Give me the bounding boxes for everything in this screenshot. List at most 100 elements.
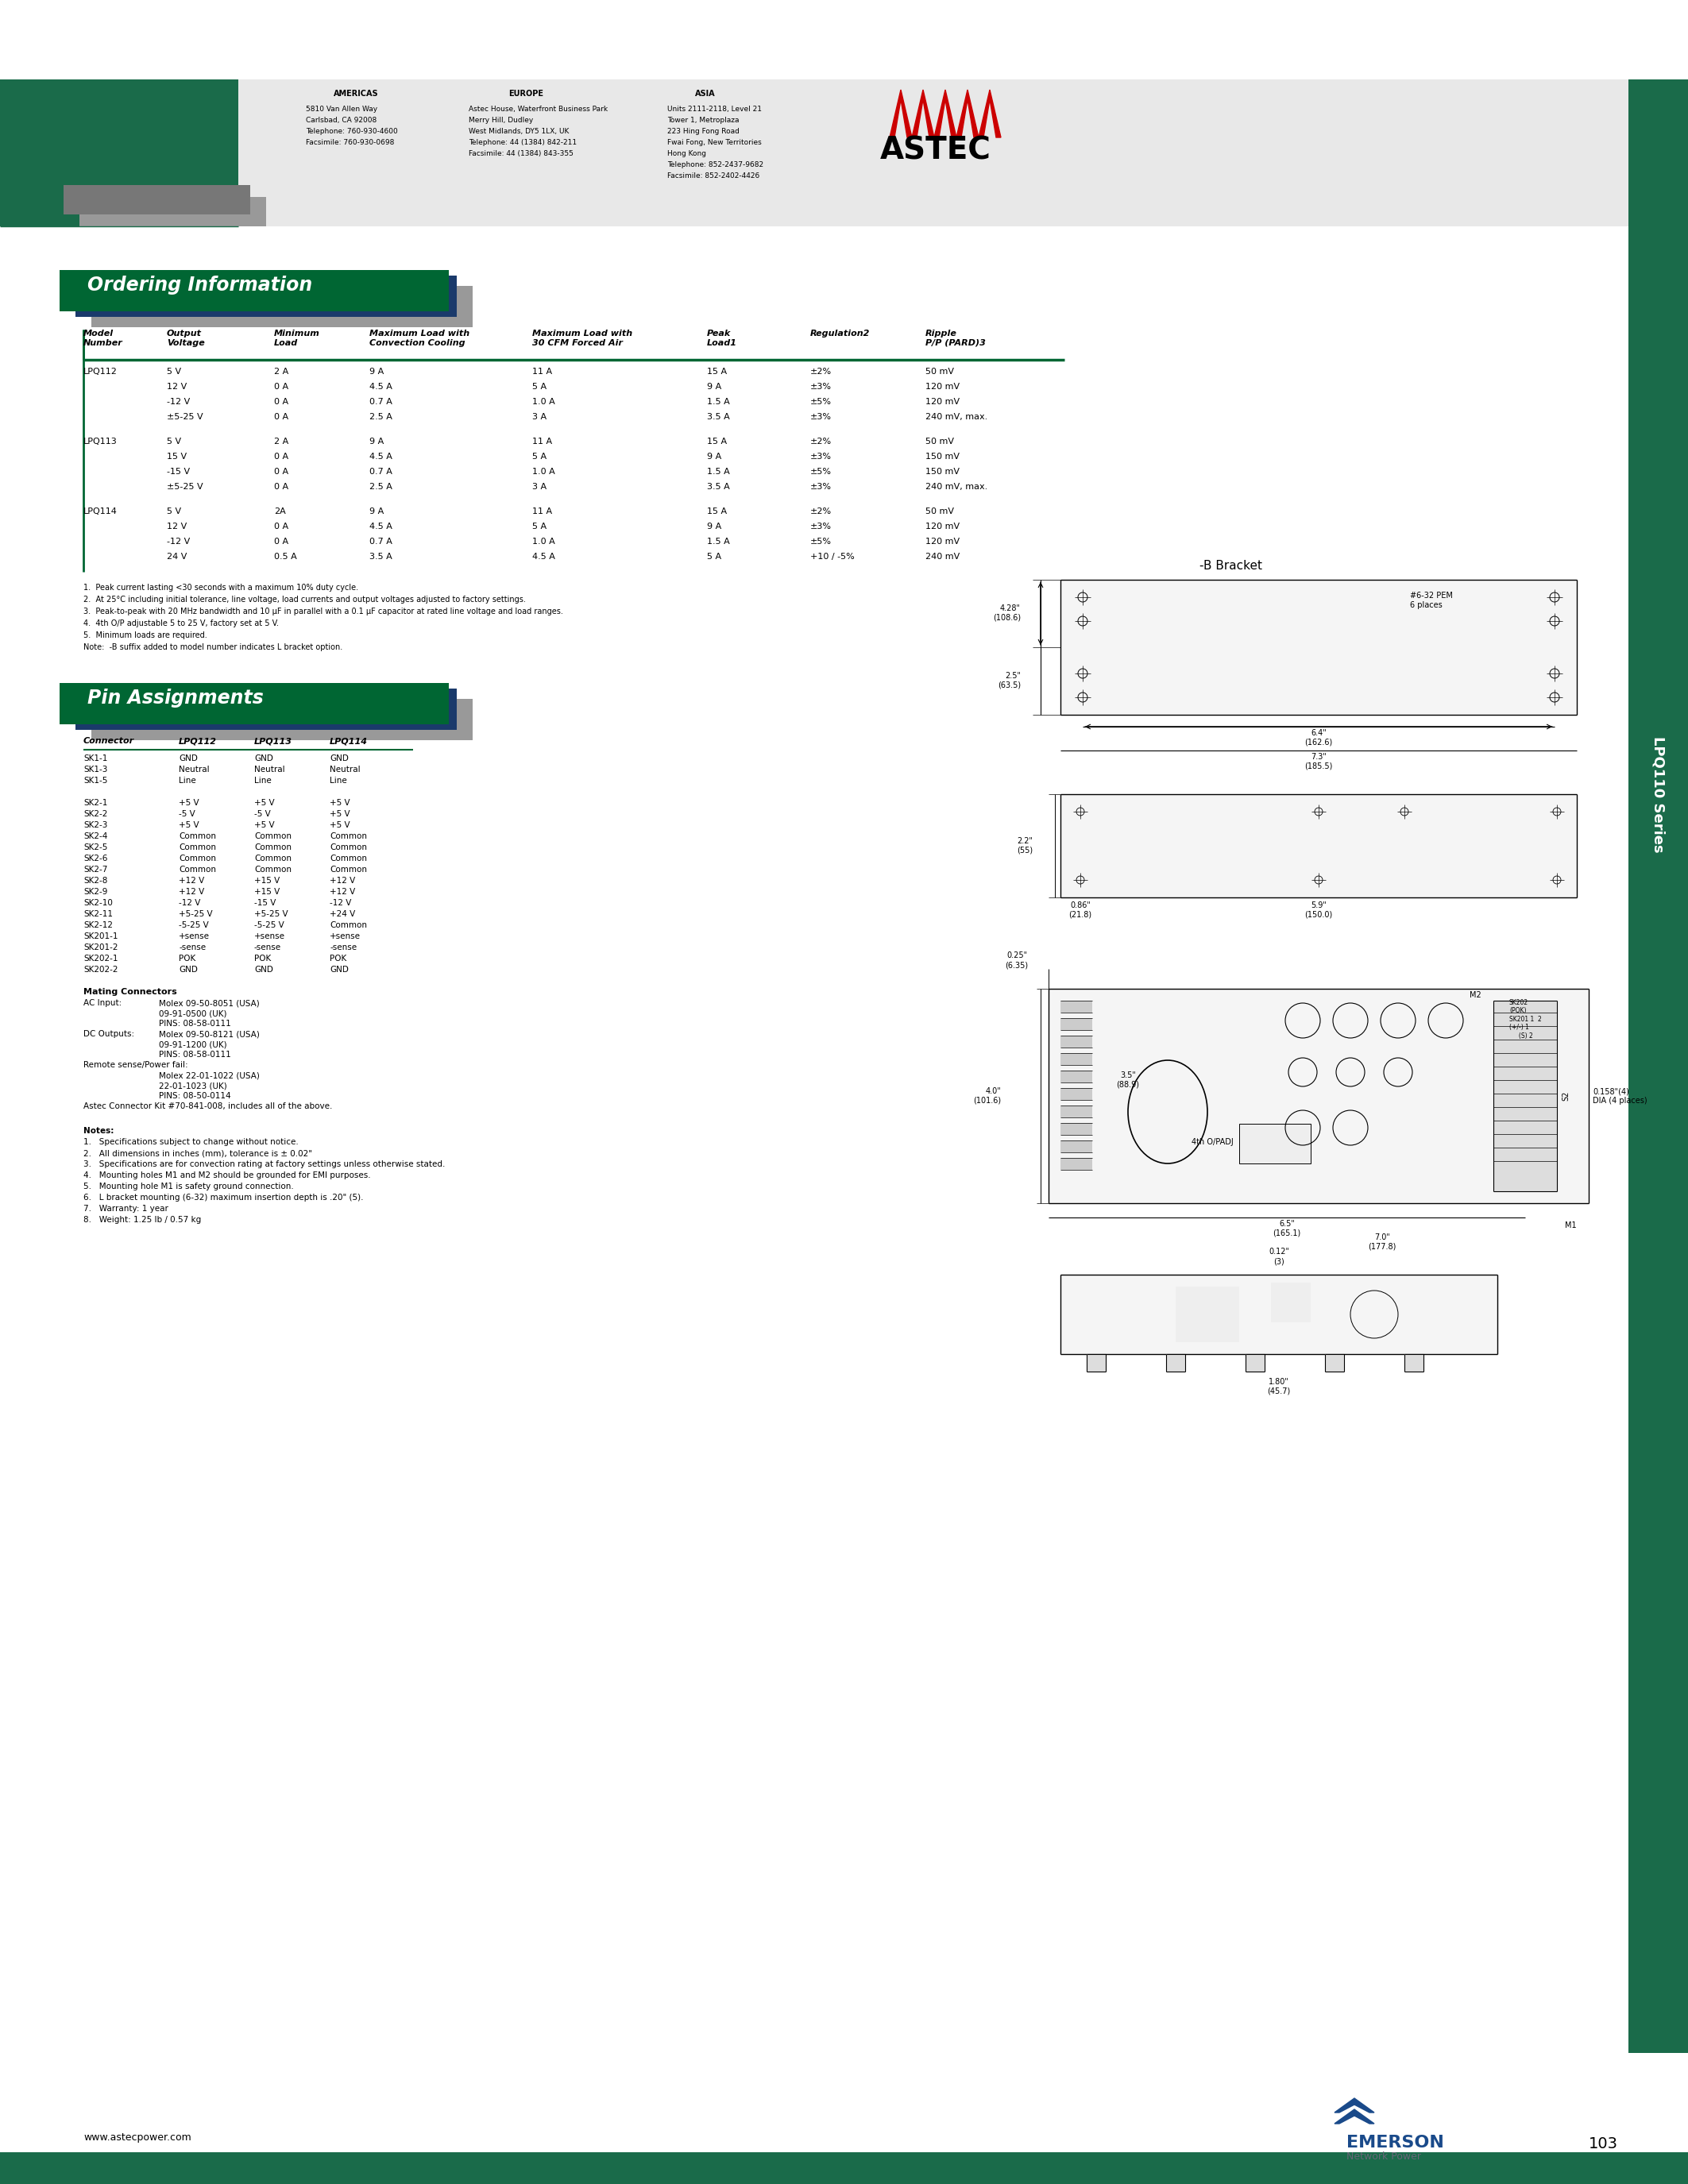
Text: Common: Common	[255, 854, 292, 863]
Text: -12 V: -12 V	[179, 900, 201, 906]
Text: SK202
(POK)
SK201 1  2
(+/-) 1
     (S) 2: SK202 (POK) SK201 1 2 (+/-) 1 (S) 2	[1509, 998, 1541, 1040]
Text: +15 V: +15 V	[255, 876, 280, 885]
Text: SK2-7: SK2-7	[83, 865, 108, 874]
Text: PINS: 08-50-0114: PINS: 08-50-0114	[159, 1092, 231, 1101]
Text: 0.7 A: 0.7 A	[370, 537, 392, 546]
FancyBboxPatch shape	[59, 684, 449, 725]
Text: ±2%: ±2%	[810, 367, 832, 376]
Text: Common: Common	[329, 832, 366, 841]
FancyBboxPatch shape	[1629, 227, 1688, 2053]
Text: SK1-5: SK1-5	[83, 778, 108, 784]
Text: Maximum Load with
30 CFM Forced Air: Maximum Load with 30 CFM Forced Air	[532, 330, 633, 347]
FancyBboxPatch shape	[1404, 1354, 1423, 1372]
Text: 0.25"
(6.35): 0.25" (6.35)	[1006, 952, 1028, 970]
Text: GND: GND	[329, 965, 349, 974]
Text: 240 mV, max.: 240 mV, max.	[925, 483, 987, 491]
Text: 9 A: 9 A	[370, 437, 383, 446]
Text: ±5%: ±5%	[810, 397, 832, 406]
Text: -5-25 V: -5-25 V	[179, 922, 209, 928]
Text: ±3%: ±3%	[810, 522, 832, 531]
Text: 50 mV: 50 mV	[925, 507, 954, 515]
Text: 2.   All dimensions in inches (mm), tolerance is ± 0.02": 2. All dimensions in inches (mm), tolera…	[83, 1149, 312, 1158]
Text: Telephone: 760-930-4600: Telephone: 760-930-4600	[306, 129, 398, 135]
Text: 0 A: 0 A	[273, 522, 289, 531]
Text: Common: Common	[329, 922, 366, 928]
Text: 4.  4th O/P adjustable 5 to 25 V, factory set at 5 V.: 4. 4th O/P adjustable 5 to 25 V, factory…	[83, 620, 279, 627]
Text: SK2-3: SK2-3	[83, 821, 108, 830]
Text: SK2-6: SK2-6	[83, 854, 108, 863]
Text: SK2-10: SK2-10	[83, 900, 113, 906]
Text: Common: Common	[329, 865, 366, 874]
Text: 1.   Specifications subject to change without notice.: 1. Specifications subject to change with…	[83, 1138, 299, 1147]
FancyBboxPatch shape	[76, 275, 457, 317]
Text: -12 V: -12 V	[167, 537, 191, 546]
Text: Facsimile: 852-2402-4426: Facsimile: 852-2402-4426	[667, 173, 760, 179]
Text: 0.7 A: 0.7 A	[370, 397, 392, 406]
Text: 2.2"
(55): 2.2" (55)	[1016, 836, 1033, 854]
Text: POK: POK	[179, 954, 196, 963]
FancyBboxPatch shape	[1629, 79, 1688, 227]
Text: -5-25 V: -5-25 V	[255, 922, 284, 928]
Text: POK: POK	[255, 954, 272, 963]
Text: +sense: +sense	[329, 933, 361, 941]
FancyBboxPatch shape	[238, 79, 1629, 227]
FancyBboxPatch shape	[0, 0, 1688, 79]
FancyBboxPatch shape	[64, 186, 250, 214]
Text: 240 mV: 240 mV	[925, 553, 960, 561]
Text: 3.5"
(88.9): 3.5" (88.9)	[1116, 1072, 1139, 1088]
FancyBboxPatch shape	[1060, 1140, 1092, 1153]
Text: 5.   Mounting hole M1 is safety ground connection.: 5. Mounting hole M1 is safety ground con…	[83, 1182, 294, 1190]
Text: +5 V: +5 V	[179, 799, 199, 806]
Text: LPQ113: LPQ113	[255, 736, 292, 745]
Text: 24 V: 24 V	[167, 553, 187, 561]
Text: Common: Common	[329, 843, 366, 852]
Text: 5 A: 5 A	[707, 553, 721, 561]
Text: 120 mV: 120 mV	[925, 382, 960, 391]
Text: 9 A: 9 A	[370, 367, 383, 376]
Text: 9 A: 9 A	[370, 507, 383, 515]
Text: 1.0 A: 1.0 A	[532, 397, 555, 406]
Text: LPQ114: LPQ114	[329, 736, 368, 745]
FancyBboxPatch shape	[1494, 1000, 1556, 1190]
Text: 0 A: 0 A	[273, 537, 289, 546]
Text: Ripple
P/P (PARD)3: Ripple P/P (PARD)3	[925, 330, 986, 347]
Text: www.astecpower.com: www.astecpower.com	[83, 2132, 191, 2143]
Polygon shape	[1335, 2099, 1374, 2112]
Text: 0 A: 0 A	[273, 452, 289, 461]
Text: EUROPE: EUROPE	[508, 90, 544, 98]
Text: 4.   Mounting holes M1 and M2 should be grounded for EMI purposes.: 4. Mounting holes M1 and M2 should be gr…	[83, 1171, 371, 1179]
Text: +12 V: +12 V	[329, 889, 354, 895]
Text: POK: POK	[329, 954, 346, 963]
Text: 7.0"
(177.8): 7.0" (177.8)	[1367, 1234, 1396, 1251]
Text: Connector: Connector	[83, 736, 135, 745]
Text: 0.12"
(3): 0.12" (3)	[1269, 1247, 1290, 1265]
Text: 09-91-1200 (UK): 09-91-1200 (UK)	[159, 1040, 226, 1048]
Text: 4.5 A: 4.5 A	[532, 553, 555, 561]
Text: Molex 09-50-8051 (USA): Molex 09-50-8051 (USA)	[159, 998, 260, 1007]
Text: Telephone: 852-2437-9682: Telephone: 852-2437-9682	[667, 162, 763, 168]
Text: 9 A: 9 A	[707, 522, 721, 531]
Text: Carlsbad, CA 92008: Carlsbad, CA 92008	[306, 116, 376, 124]
FancyBboxPatch shape	[1060, 1000, 1092, 1013]
Text: Facsimile: 44 (1384) 843-355: Facsimile: 44 (1384) 843-355	[469, 151, 574, 157]
Text: 2 A: 2 A	[273, 437, 289, 446]
Text: +5-25 V: +5-25 V	[255, 911, 289, 917]
FancyBboxPatch shape	[1060, 1275, 1497, 1354]
Text: GND: GND	[255, 965, 273, 974]
Text: GND: GND	[255, 753, 273, 762]
Text: SK202-1: SK202-1	[83, 954, 118, 963]
Text: 7.3"
(185.5): 7.3" (185.5)	[1305, 753, 1334, 771]
Text: PINS: 08-58-0111: PINS: 08-58-0111	[159, 1020, 231, 1029]
Text: 15 V: 15 V	[167, 452, 187, 461]
Text: 2.5"
(63.5): 2.5" (63.5)	[998, 673, 1021, 690]
Text: -sense: -sense	[329, 943, 356, 952]
Text: SK202-2: SK202-2	[83, 965, 118, 974]
Text: SK2-12: SK2-12	[83, 922, 113, 928]
Text: Line: Line	[179, 778, 196, 784]
Text: 8.   Weight: 1.25 lb / 0.57 kg: 8. Weight: 1.25 lb / 0.57 kg	[83, 1216, 201, 1223]
Text: GND: GND	[179, 965, 197, 974]
Text: 11 A: 11 A	[532, 437, 552, 446]
Text: ±3%: ±3%	[810, 382, 832, 391]
Text: 4.28"
(108.6): 4.28" (108.6)	[993, 605, 1021, 622]
Text: 4.5 A: 4.5 A	[370, 522, 392, 531]
